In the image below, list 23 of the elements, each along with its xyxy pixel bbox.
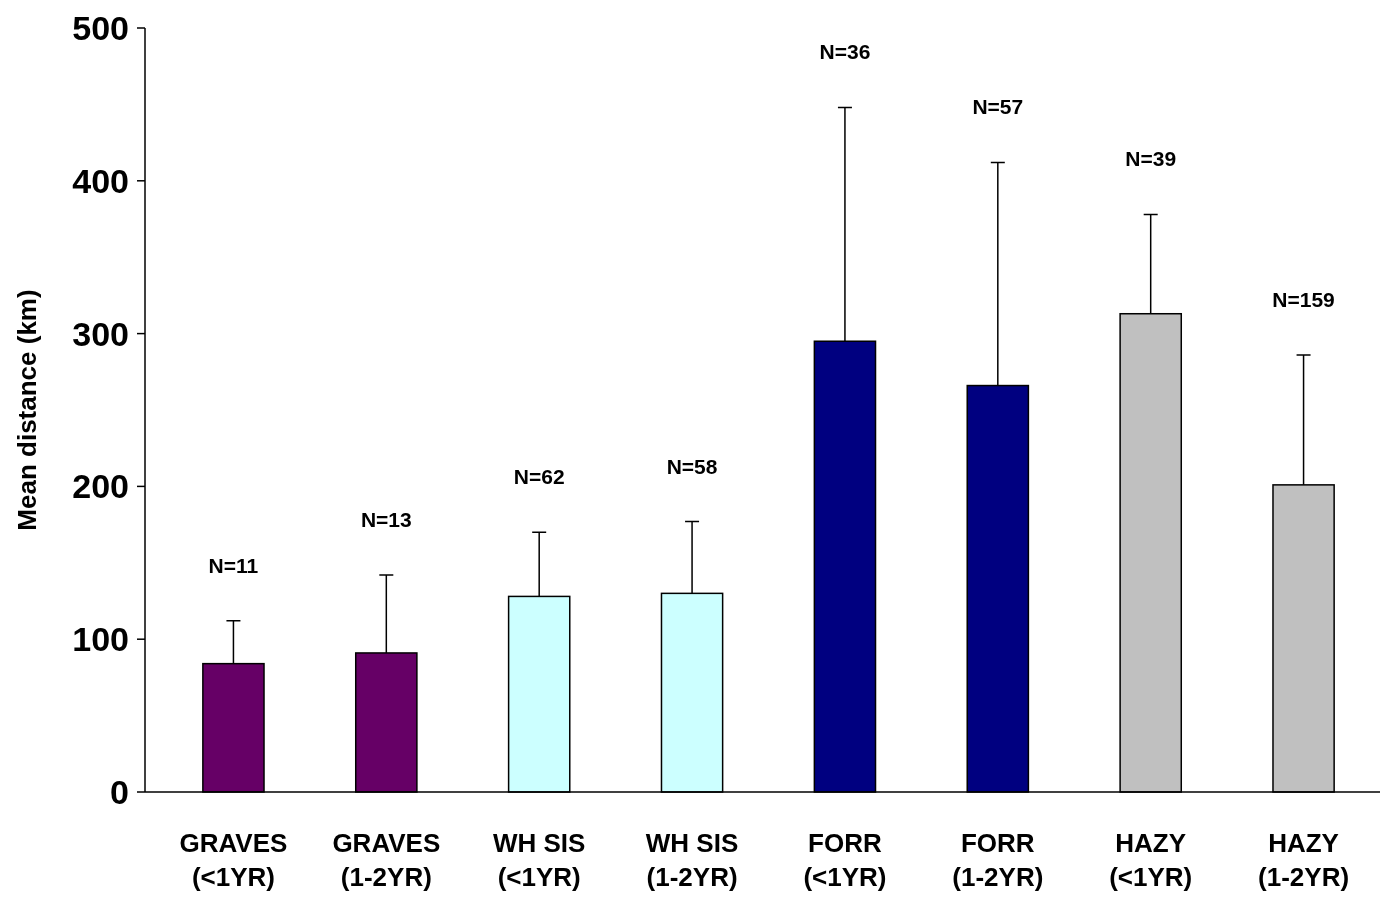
y-axis-title: Mean distance (km) xyxy=(12,289,42,531)
y-tick-label: 500 xyxy=(72,8,129,47)
x-tick-label: GRAVES (<1YR) xyxy=(179,828,288,892)
annotation: N=62 xyxy=(513,465,565,489)
x-tick-label: FORR (<1YR) xyxy=(803,828,887,892)
annotation: N=13 xyxy=(360,508,412,532)
x-tick-label: WH SIS (<1YR) xyxy=(492,828,586,892)
annotation: N=36 xyxy=(819,40,871,64)
annotation: N=39 xyxy=(1125,147,1177,171)
y-tick-label: 300 xyxy=(72,314,129,353)
x-tick-label: HAZY (<1YR) xyxy=(1109,828,1193,892)
annotation: N=11 xyxy=(208,553,259,577)
annotation: N=57 xyxy=(972,95,1024,119)
y-tick-label: 0 xyxy=(110,772,129,811)
y-tick-label: 100 xyxy=(72,620,129,659)
annotation: N=159 xyxy=(1272,287,1335,311)
x-tick-label: FORR (1-2YR) xyxy=(952,828,1044,892)
x-tick-label: HAZY (1-2YR) xyxy=(1258,828,1350,892)
y-tick-label: 200 xyxy=(72,467,129,506)
annotation: N=58 xyxy=(666,454,718,478)
x-tick-label: GRAVES (1-2YR) xyxy=(332,828,441,892)
x-tick-label: WH SIS (1-2YR) xyxy=(645,828,739,892)
y-tick-label: 400 xyxy=(72,161,129,200)
